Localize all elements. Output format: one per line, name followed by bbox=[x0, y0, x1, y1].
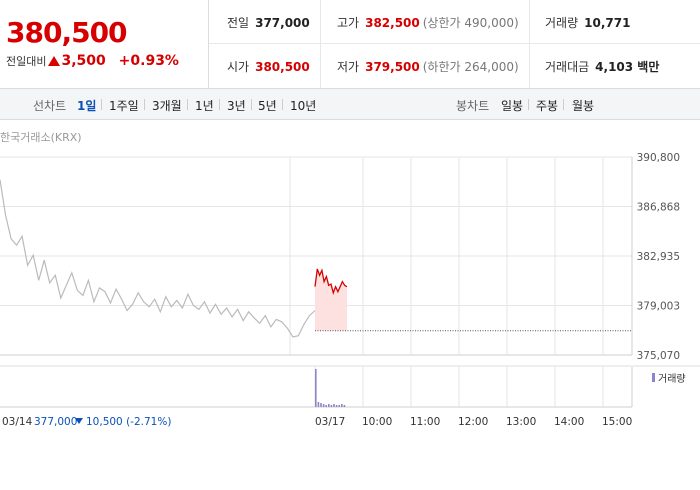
change-value: 3,500 bbox=[61, 53, 106, 69]
x-tick-label: 03/17 bbox=[315, 416, 345, 428]
low-price: 저가 379,500 (하한가 264,000) bbox=[337, 60, 519, 74]
up-triangle-icon bbox=[48, 56, 61, 66]
tab-3month[interactable]: 3개월 bbox=[152, 99, 182, 113]
stats-row-2: 시가 380,500 저가 379,500 (하한가 264,000) 거래대금 4,1… bbox=[209, 44, 700, 87]
open-price: 시가 380,500 bbox=[227, 60, 310, 74]
volume-bar bbox=[343, 405, 346, 407]
x-tick-label: 12:00 bbox=[458, 416, 488, 428]
x-tick-label: 13:00 bbox=[506, 416, 536, 428]
y-tick-label: 390,800 bbox=[637, 152, 680, 164]
volume-bar bbox=[338, 405, 340, 407]
tab-daily-candle[interactable]: 일봉 bbox=[501, 99, 524, 113]
prev-day-line bbox=[0, 179, 316, 338]
tab-3year[interactable]: 3년 bbox=[227, 99, 246, 113]
tab-1week[interactable]: 1주일 bbox=[109, 99, 139, 113]
volume-bar bbox=[341, 404, 343, 407]
volume: 거래량 10,771 bbox=[545, 16, 631, 30]
volume-bar bbox=[322, 404, 325, 407]
volume-legend-swatch bbox=[652, 373, 655, 382]
tab-monthly-candle[interactable]: 월봉 bbox=[572, 99, 595, 113]
source-label: 한국거래소(KRX) bbox=[0, 131, 82, 144]
high-price: 고가 382,500 (상한가 490,000) bbox=[337, 16, 519, 30]
divider bbox=[320, 0, 321, 88]
volume-bar bbox=[328, 404, 330, 407]
prev-close: 전일 377,000 bbox=[227, 16, 310, 30]
change-label: 전일대비 bbox=[6, 55, 47, 68]
quote-stats: 전일 377,000 고가 382,500 (상한가 490,000) 거래량 10,7… bbox=[209, 0, 700, 88]
x-tick-label: 03/14 bbox=[2, 416, 33, 428]
candle-chart-label: 봉차트 bbox=[456, 99, 490, 113]
tab-1year[interactable]: 1년 bbox=[195, 99, 214, 113]
x-tick-label: 15:00 bbox=[602, 416, 632, 428]
change-percent: +0.93% bbox=[118, 53, 179, 69]
volume-legend: 거래량 bbox=[658, 373, 686, 385]
x-tick-label: 10:00 bbox=[362, 416, 392, 428]
price-box: 380,500 전일대비 3,500 +0.93% bbox=[0, 0, 209, 88]
price-change: 전일대비 3,500 +0.93% bbox=[6, 53, 179, 69]
line-chart-label: 선차트 bbox=[33, 99, 67, 113]
quote-header: 380,500 전일대비 3,500 +0.93% 전일 377,000 고가 382… bbox=[0, 0, 700, 89]
divider bbox=[529, 0, 530, 88]
volume-bar bbox=[320, 403, 322, 407]
prev-summary-change: 10,500 (-2.71%) bbox=[86, 416, 171, 428]
today-area bbox=[315, 269, 347, 331]
volume-bar bbox=[330, 405, 333, 407]
tab-weekly-candle[interactable]: 주봉 bbox=[536, 99, 559, 113]
y-tick-label: 379,003 bbox=[637, 301, 680, 313]
y-tick-label: 375,070 bbox=[637, 350, 680, 362]
y-tick-label: 382,935 bbox=[637, 251, 680, 263]
tab-1day[interactable]: 1일 bbox=[77, 99, 97, 113]
y-tick-label: 386,868 bbox=[637, 202, 680, 214]
trade-amount: 거래대금 4,103 백만 bbox=[545, 60, 660, 74]
today-line bbox=[314, 268, 348, 296]
stats-row-1: 전일 377,000 고가 382,500 (상한가 490,000) 거래량 10,7… bbox=[209, 0, 700, 44]
prev-summary-value: 377,000 bbox=[34, 416, 77, 428]
x-tick-label: 14:00 bbox=[554, 416, 584, 428]
chart-tabs: 선차트 1일 1주일 3개월 1년 3년 5년 10년 봉차트 일봉 주봉 월봉 bbox=[0, 89, 700, 120]
tab-5year[interactable]: 5년 bbox=[258, 99, 277, 113]
volume-bar bbox=[315, 369, 317, 407]
volume-bar bbox=[325, 405, 327, 407]
volume-bar bbox=[317, 402, 320, 407]
x-tick-label: 11:00 bbox=[410, 416, 440, 428]
down-triangle-icon bbox=[75, 418, 83, 424]
current-price: 380,500 bbox=[6, 16, 128, 49]
volume-bar bbox=[333, 404, 335, 407]
tab-10year[interactable]: 10년 bbox=[290, 99, 317, 113]
volume-bar bbox=[335, 405, 338, 407]
